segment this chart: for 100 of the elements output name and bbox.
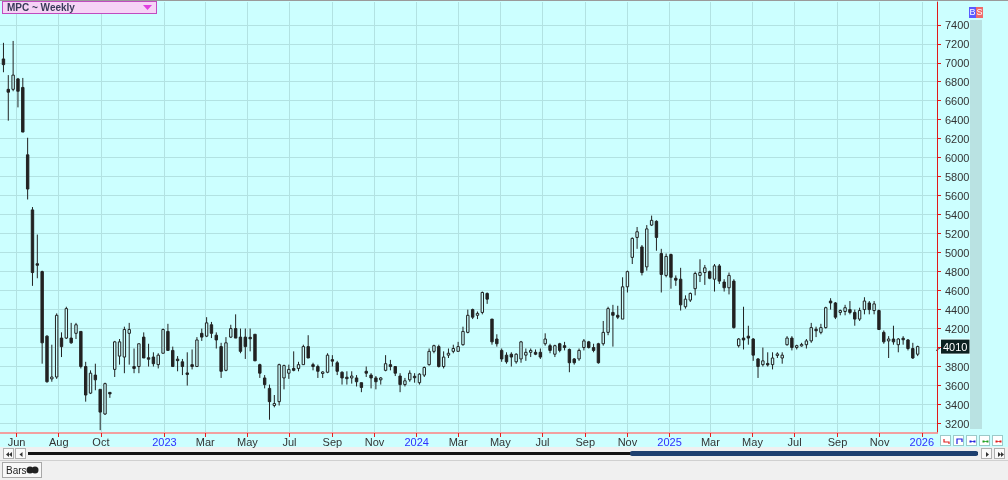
candlestick bbox=[93, 363, 98, 391]
x-tick-label: Jul bbox=[535, 435, 550, 448]
candlestick bbox=[862, 296, 867, 315]
y-tick-label: 5000 bbox=[945, 246, 970, 259]
candlestick bbox=[233, 313, 238, 339]
x-tick-label: Aug bbox=[48, 435, 69, 448]
candlestick bbox=[243, 328, 248, 360]
candlestick bbox=[678, 267, 683, 312]
x-tick-label: 2026 bbox=[909, 435, 935, 448]
candlestick bbox=[538, 348, 543, 360]
candlestick bbox=[741, 306, 746, 350]
candlestick bbox=[712, 263, 717, 293]
candlestick bbox=[857, 307, 862, 322]
y-tick-label: 5400 bbox=[945, 208, 970, 221]
y-tick-label: 4200 bbox=[945, 322, 970, 335]
x-tick-label: Oct bbox=[92, 435, 110, 448]
candlestick bbox=[267, 384, 272, 421]
candlestick bbox=[543, 332, 547, 347]
button: S bbox=[976, 7, 983, 18]
candlestick bbox=[25, 137, 30, 200]
candlestick bbox=[262, 374, 267, 389]
y-tick-label: 3200 bbox=[945, 417, 970, 430]
y-tick-label: 6200 bbox=[945, 132, 970, 145]
candlestick bbox=[180, 358, 185, 376]
x-tick-label: 2025 bbox=[657, 435, 682, 448]
candlestick bbox=[359, 382, 364, 393]
candlestick bbox=[54, 312, 59, 380]
y-tick-label: 4400 bbox=[945, 303, 970, 316]
candlestick bbox=[833, 301, 838, 320]
candlestick bbox=[325, 352, 330, 374]
candlestick bbox=[446, 348, 451, 359]
candlestick bbox=[209, 321, 214, 339]
x-tick-label: Nov bbox=[617, 435, 638, 448]
candlestick bbox=[630, 236, 634, 265]
y-tick-label: 3400 bbox=[945, 398, 970, 411]
candlestick bbox=[828, 297, 833, 311]
candlestick bbox=[528, 348, 533, 358]
y-tick-label: 4600 bbox=[945, 284, 970, 297]
y-tick-label: 3600 bbox=[945, 379, 970, 392]
chart-title: MPC ~ Weekly bbox=[7, 2, 75, 13]
candlestick bbox=[649, 215, 654, 227]
candlestick bbox=[480, 291, 485, 315]
x-tick-label: Sep bbox=[322, 435, 343, 448]
candlestick bbox=[635, 226, 639, 250]
candlestick bbox=[151, 351, 156, 368]
candlestick bbox=[408, 369, 412, 383]
y-tick-label: 6400 bbox=[945, 113, 970, 126]
candlestick bbox=[1, 42, 6, 73]
candlestick bbox=[475, 310, 480, 320]
candlestick bbox=[915, 345, 920, 357]
candlestick bbox=[354, 374, 359, 387]
candlestick bbox=[272, 394, 277, 408]
candlestick bbox=[364, 366, 368, 378]
x-tick-label: Nov bbox=[364, 435, 385, 448]
y-tick-label: 4800 bbox=[945, 265, 970, 278]
x-tick-label: Sep bbox=[575, 435, 596, 448]
y-tick-label: 5800 bbox=[945, 170, 970, 183]
candlestick bbox=[504, 351, 509, 365]
candlestick bbox=[780, 351, 784, 365]
candlestick bbox=[567, 348, 572, 373]
tab: Bars bbox=[2, 462, 42, 478]
dropdown: MPC ~ Weekly bbox=[2, 1, 157, 14]
candlestick bbox=[625, 270, 630, 293]
annotation: 4010 bbox=[943, 340, 968, 353]
candlestick bbox=[383, 354, 388, 372]
candlestick bbox=[770, 351, 775, 370]
candlestick bbox=[533, 348, 538, 356]
x-tick-label: Mar bbox=[700, 435, 721, 448]
x-tick-label: Nov bbox=[869, 435, 890, 448]
x-tick-label: May bbox=[742, 435, 764, 448]
y-tick-label: 5600 bbox=[945, 189, 970, 202]
candlestick bbox=[335, 360, 339, 376]
candlestick bbox=[214, 331, 218, 350]
y-tick-label: 7200 bbox=[945, 37, 970, 50]
x-tick-label: Sep bbox=[827, 435, 848, 448]
x-tick-label: Jun bbox=[7, 435, 26, 448]
x-tick-label: Mar bbox=[195, 435, 216, 448]
candlestick bbox=[122, 326, 127, 374]
candlestick bbox=[30, 206, 35, 287]
candlestick bbox=[683, 294, 688, 310]
candlestick bbox=[799, 342, 804, 348]
candlestick bbox=[156, 352, 160, 369]
candlestick bbox=[412, 372, 417, 384]
candlestick bbox=[185, 351, 189, 387]
x-tick-label: Jul bbox=[282, 435, 297, 448]
candlestick bbox=[330, 354, 335, 368]
y-tick-label: 7000 bbox=[945, 56, 970, 69]
candlestick bbox=[499, 348, 504, 363]
x-tick-label: Jul bbox=[787, 435, 802, 448]
y-tick-label: 3800 bbox=[945, 360, 970, 373]
x-tick-label: 2024 bbox=[404, 435, 429, 448]
candlestick bbox=[113, 340, 117, 378]
candlestick bbox=[509, 351, 514, 368]
candlestick bbox=[562, 341, 567, 351]
x-tick-label: 2023 bbox=[152, 435, 177, 448]
y-tick-label: 5200 bbox=[945, 227, 970, 240]
y-tick-label: 7400 bbox=[945, 18, 970, 31]
x-tick-label: May bbox=[489, 435, 512, 448]
candlestick bbox=[204, 316, 209, 338]
y-tick-label: 6800 bbox=[945, 75, 970, 88]
